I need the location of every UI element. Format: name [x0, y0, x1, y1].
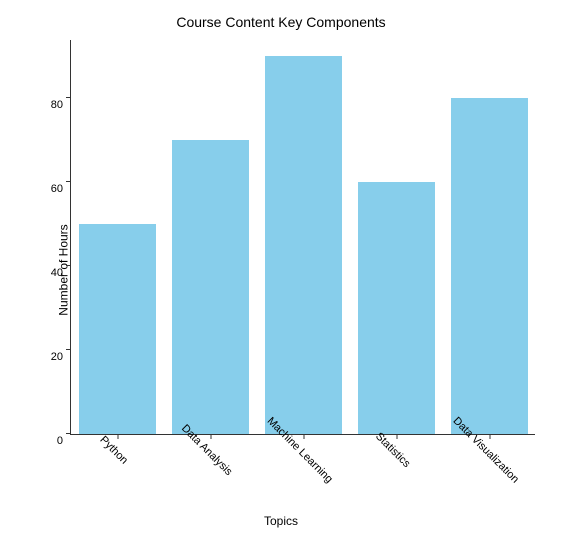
- y-tick-mark: [66, 265, 71, 266]
- bar: [358, 182, 434, 434]
- x-tick-mark: [396, 434, 397, 439]
- x-tick-mark: [210, 434, 211, 439]
- bar: [172, 140, 248, 434]
- y-tick-label: 80: [51, 99, 71, 111]
- y-tick-label: 20: [51, 351, 71, 363]
- x-tick-label: Python: [97, 434, 130, 467]
- y-tick-mark: [66, 97, 71, 98]
- y-tick-label: 40: [51, 267, 71, 279]
- x-tick-mark: [303, 434, 304, 439]
- x-tick-mark: [489, 434, 490, 439]
- bar: [265, 56, 341, 434]
- y-tick-mark: [66, 349, 71, 350]
- chart-plot-area: 020406080PythonData AnalysisMachine Lear…: [70, 40, 535, 435]
- x-tick-label: Statistics: [372, 430, 412, 470]
- y-tick-mark: [66, 433, 71, 434]
- x-tick-mark: [117, 434, 118, 439]
- bar: [79, 224, 155, 434]
- chart-title: Course Content Key Components: [0, 14, 562, 30]
- x-axis-label: Topics: [0, 514, 562, 528]
- y-tick-label: 60: [51, 183, 71, 195]
- y-tick-mark: [66, 181, 71, 182]
- bar: [451, 98, 527, 434]
- y-tick-label: 0: [57, 435, 71, 447]
